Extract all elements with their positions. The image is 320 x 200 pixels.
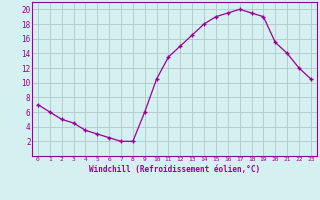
X-axis label: Windchill (Refroidissement éolien,°C): Windchill (Refroidissement éolien,°C) bbox=[89, 165, 260, 174]
